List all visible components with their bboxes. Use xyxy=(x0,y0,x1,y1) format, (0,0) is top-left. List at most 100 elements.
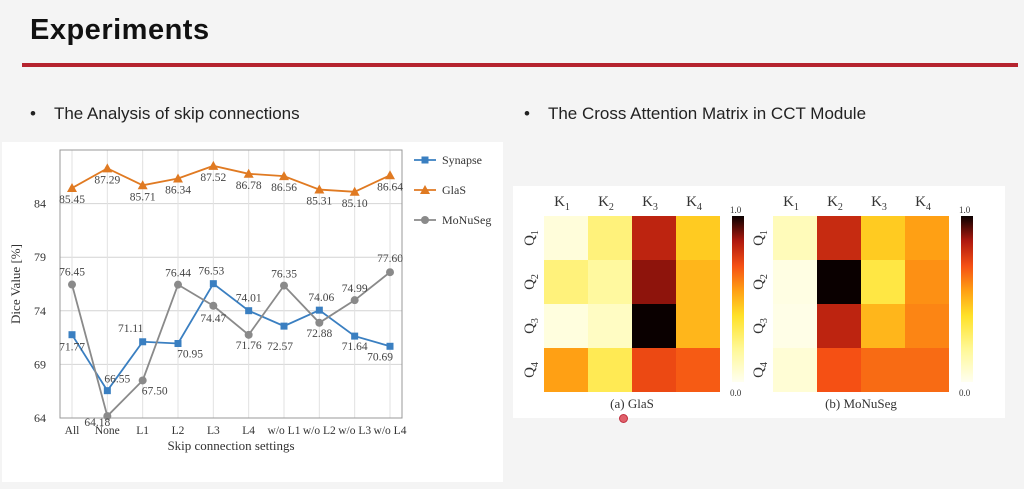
heatmap-cell xyxy=(544,304,588,348)
heatmap-cell xyxy=(676,304,720,348)
data-point xyxy=(385,170,395,180)
heatmap-cell xyxy=(632,216,676,260)
data-label: 71.11 xyxy=(118,323,144,335)
legend-marker xyxy=(420,185,430,194)
data-point xyxy=(244,330,253,339)
heatmap-cell xyxy=(861,216,905,260)
heatmap-cell xyxy=(632,260,676,304)
data-point xyxy=(315,306,323,314)
data-label: 74.06 xyxy=(308,292,334,304)
heatmap-cell xyxy=(544,216,588,260)
data-point xyxy=(103,412,112,421)
heatmap-cell xyxy=(861,304,905,348)
bullet-left: • The Analysis of skip connections xyxy=(30,104,300,124)
data-label: 86.78 xyxy=(236,180,262,192)
data-point xyxy=(137,180,148,190)
legend-marker xyxy=(421,216,429,224)
heatmap-cell xyxy=(544,348,588,392)
data-point xyxy=(243,168,254,178)
heatmap-cell xyxy=(773,304,817,348)
heatmap-cell xyxy=(544,260,588,304)
title-divider xyxy=(22,63,1018,67)
data-label: 70.69 xyxy=(367,351,393,363)
cross-attention-heatmaps: K1 K2 K3 K4 Q1 Q2 Q3 Q4 1.0 0.0 (a) GlaS K1 K2 K3 K4 Q1… xyxy=(513,186,1005,418)
data-point xyxy=(314,184,325,194)
heatmap-y-label: Q1 xyxy=(522,230,541,246)
heatmap-caption: (b) MoNuSeg xyxy=(825,396,897,411)
data-point xyxy=(315,318,324,327)
heatmap-x-label: K2 xyxy=(598,194,614,213)
data-label: 76.35 xyxy=(271,269,297,281)
y-tick-label: 84 xyxy=(34,197,46,211)
x-tick-label: w/o L4 xyxy=(374,425,407,437)
x-tick-label: w/o L1 xyxy=(268,425,301,437)
data-label: 77.60 xyxy=(377,253,403,265)
heatmap-cell xyxy=(817,348,861,392)
data-point xyxy=(103,387,111,395)
colorbar-min-label: 0.0 xyxy=(730,388,742,398)
heatmap-cell xyxy=(632,304,676,348)
data-label: 85.45 xyxy=(59,194,85,206)
legend-label: GlaS xyxy=(442,183,466,197)
data-point xyxy=(139,338,147,346)
x-tick-label: All xyxy=(65,425,80,437)
data-label: 74.99 xyxy=(342,283,368,295)
heatmap-cell xyxy=(676,260,720,304)
series-line-monuseg xyxy=(71,271,391,418)
data-point xyxy=(174,280,182,289)
data-label: 70.95 xyxy=(177,348,203,360)
data-label: 86.64 xyxy=(377,181,403,193)
heatmap-y-label: Q4 xyxy=(751,362,770,378)
legend-label: MoNuSeg xyxy=(442,213,491,227)
data-point xyxy=(209,301,218,310)
heatmap-y-label: Q2 xyxy=(751,274,770,290)
data-label: 66.55 xyxy=(104,374,130,386)
bullet-right: • The Cross Attention Matrix in CCT Modul… xyxy=(524,104,866,124)
heatmap-y-label: Q2 xyxy=(522,274,541,290)
heatmap-x-label: K3 xyxy=(642,194,658,213)
bullet-dot: • xyxy=(524,104,530,123)
data-label: 85.71 xyxy=(130,191,156,203)
heatmap-cell xyxy=(905,304,949,348)
x-tick-label: L1 xyxy=(136,425,149,437)
slide-title: Experiments xyxy=(30,14,210,46)
heatmap-y-label: Q1 xyxy=(751,230,770,246)
data-point xyxy=(102,163,113,173)
heatmap-cell xyxy=(905,348,949,392)
data-point xyxy=(138,376,147,385)
data-label: 76.53 xyxy=(198,266,224,278)
x-tick-label: L4 xyxy=(242,425,255,437)
data-label: 76.45 xyxy=(59,267,85,279)
legend-label: Synapse xyxy=(442,153,482,167)
heatmap-cell xyxy=(632,348,676,392)
colorbar-min-label: 0.0 xyxy=(959,388,971,398)
data-label: 76.44 xyxy=(165,268,191,280)
data-point xyxy=(173,173,183,183)
data-label: 64.18 xyxy=(84,417,110,429)
data-label: 85.31 xyxy=(306,196,332,208)
data-point xyxy=(280,281,288,290)
colorbar-max-label: 1.0 xyxy=(959,205,971,215)
bullet-left-text: The Analysis of skip connections xyxy=(53,104,300,123)
series-line-synapse xyxy=(71,282,391,393)
heatmap-y-label: Q3 xyxy=(522,318,541,334)
y-axis-label: Dice Value [%] xyxy=(8,244,23,324)
bullet-right-text: The Cross Attention Matrix in CCT Module xyxy=(547,104,867,123)
colorbar-max-label: 1.0 xyxy=(730,205,742,215)
colorbar xyxy=(961,216,973,382)
x-tick-label: w/o L2 xyxy=(303,425,336,437)
x-axis-label: Skip connection settings xyxy=(167,438,294,453)
heatmap-y-label: Q3 xyxy=(751,318,770,334)
data-label: 67.50 xyxy=(142,385,168,397)
legend-marker xyxy=(421,156,429,164)
heatmap-cell xyxy=(588,260,632,304)
data-label: 72.57 xyxy=(267,341,293,353)
data-label: 72.88 xyxy=(306,328,332,340)
heatmap-cell xyxy=(773,348,817,392)
data-point xyxy=(351,332,359,340)
x-tick-label: None xyxy=(95,425,120,437)
data-label: 74.47 xyxy=(200,313,226,325)
data-point xyxy=(68,280,76,289)
data-point xyxy=(386,342,394,350)
